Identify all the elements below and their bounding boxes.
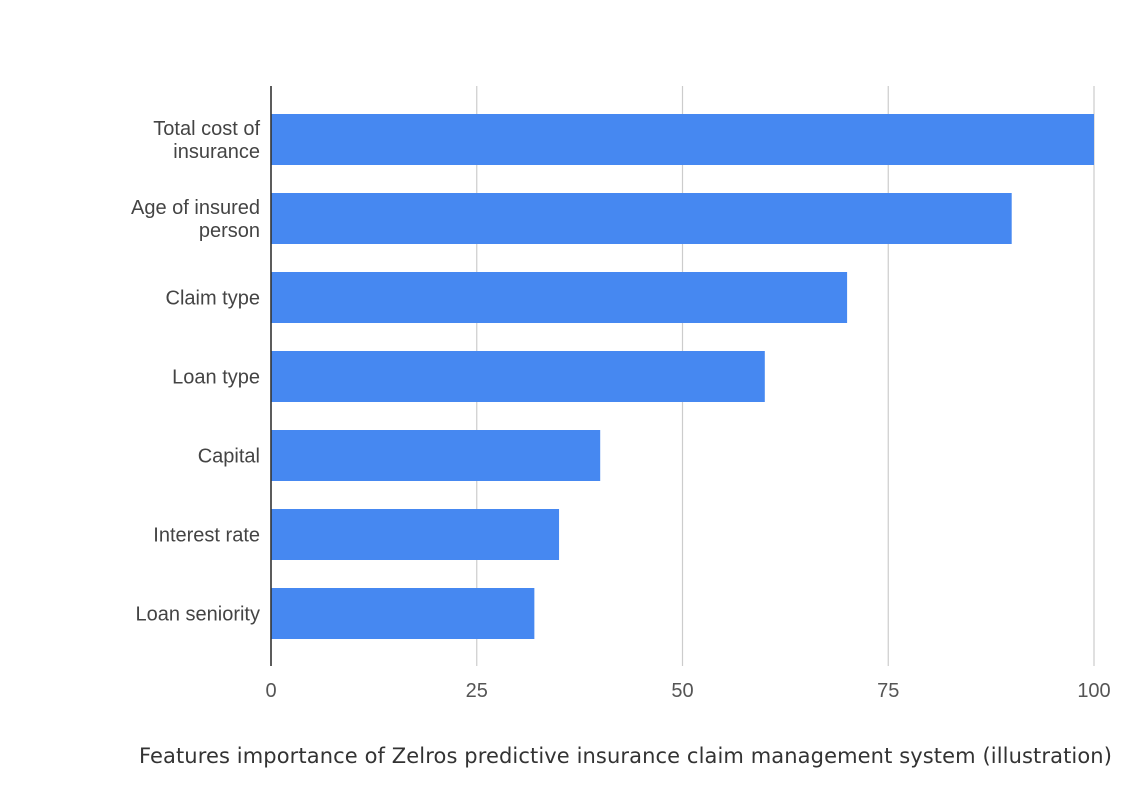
category-label: Loan type [172,367,260,389]
category-label-line: Loan type [172,367,260,389]
bars [271,114,1094,639]
bar [271,272,848,323]
bar [271,588,535,639]
x-tick-label: 50 [671,680,693,702]
category-label-line: Claim type [166,288,260,310]
bar [271,351,765,402]
bar [271,114,1094,165]
x-tick-label: 100 [1077,680,1110,702]
category-label-line: Capital [198,446,260,468]
category-label-line: Loan seniority [135,604,260,626]
bar [271,509,560,560]
x-tick-label: 75 [877,680,899,702]
bar [271,193,1012,244]
chart-caption: Features importance of Zelros predictive… [138,744,1112,768]
category-label: Capital [198,446,260,468]
bar [271,430,601,481]
category-label-line: person [199,220,260,242]
category-label-line: Interest rate [153,525,260,547]
category-label-line: Total cost of [153,118,260,140]
category-label-line: Age of insured [131,197,260,219]
category-labels: Total cost of insurance Age of insured pers… [131,118,260,626]
x-tick-label: 25 [466,680,488,702]
category-label: Interest rate [153,525,260,547]
category-label: Loan seniority [135,604,260,626]
x-tick-labels: 0 25 50 75 100 [265,680,1110,702]
category-label: Total cost of insurance [153,118,260,163]
x-tick-label: 0 [265,680,276,702]
category-label: Age of insured person [131,197,260,242]
category-label: Claim type [166,288,260,310]
category-label-line: insurance [173,141,260,163]
